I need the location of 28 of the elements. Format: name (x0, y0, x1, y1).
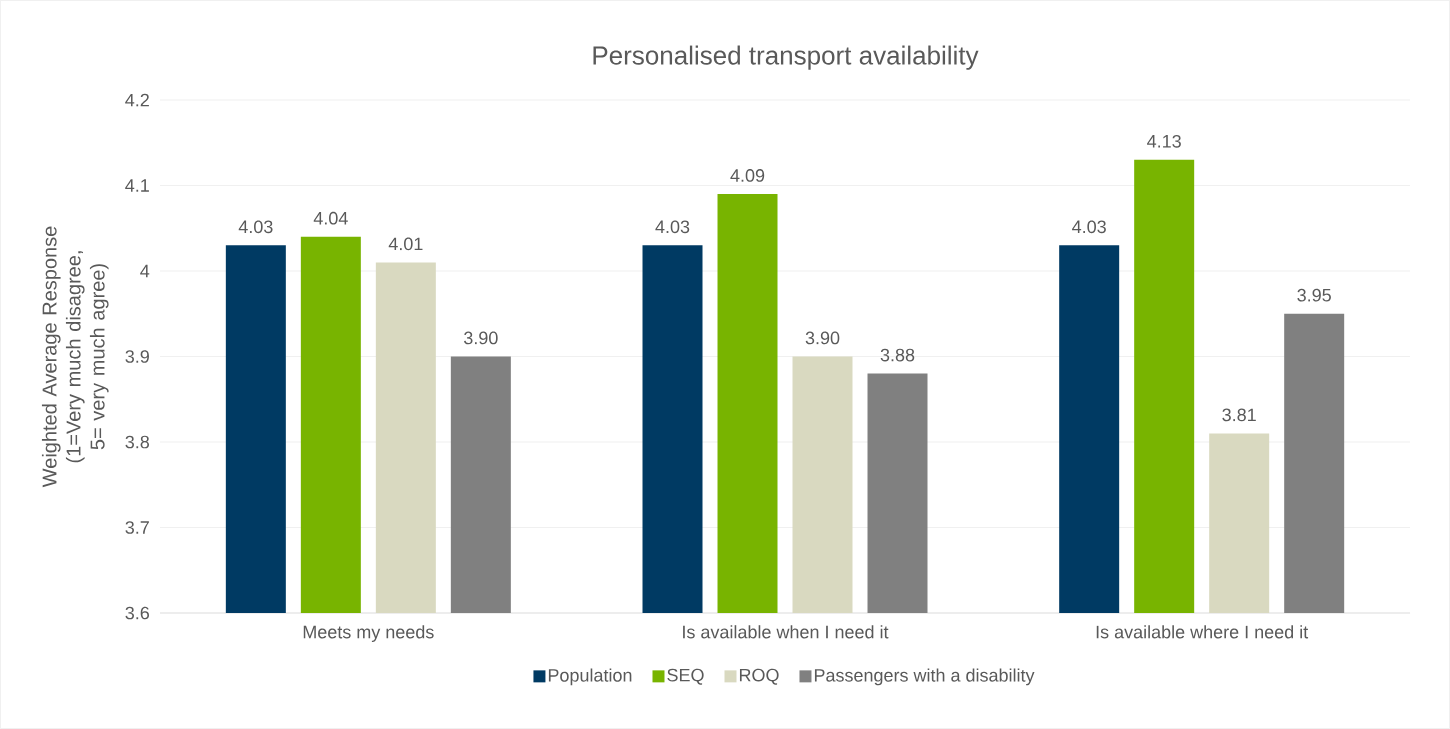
data-label: 4.09 (730, 169, 765, 182)
y-tick-label: 4.2 (125, 93, 149, 107)
data-label: 3.88 (880, 348, 915, 362)
x-tick-label: Is available where I need it (1096, 625, 1309, 639)
data-label: 3.81 (1222, 408, 1256, 422)
y-tick-label: 3.9 (125, 350, 149, 363)
y-tick-label: 3.6 (125, 606, 150, 620)
legend-label: ROQ (739, 668, 779, 685)
data-label: 3.95 (1297, 288, 1331, 302)
y-tick-label: 4.1 (125, 179, 149, 192)
chart-title: Personalised transport availability (593, 45, 979, 70)
data-label: 4.13 (1147, 134, 1181, 148)
y-tick-label: 3.8 (125, 435, 150, 449)
x-tick-label: Meets my needs (303, 625, 434, 642)
data-label: 4.03 (238, 220, 273, 234)
legend-label: Population (548, 668, 632, 686)
x-tick-label: Is available when I need it (683, 625, 889, 639)
y-tick-label: 3.7 (125, 521, 149, 534)
data-label: 3.90 (464, 331, 498, 345)
y-axis-title: Weighted Average Response (1=Very much disagree, 5= very much agree) (41, 226, 109, 488)
data-label: 4.03 (655, 220, 690, 234)
data-label: 3.90 (805, 331, 840, 345)
legend-label: SEQ (667, 668, 704, 685)
legend-label: Passengers with a disability (814, 668, 1035, 686)
data-label: 4.04 (313, 211, 348, 225)
data-label: 4.01 (388, 237, 423, 251)
y-tick-label: 4 (140, 264, 150, 278)
data-label: 4.03 (1072, 220, 1106, 234)
